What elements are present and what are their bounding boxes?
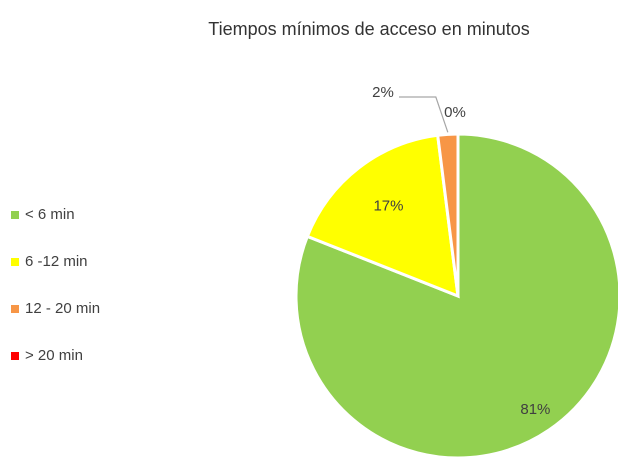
legend-label: > 20 min [25,347,83,364]
data-label: 2% [372,84,394,101]
legend-swatch [11,258,19,266]
legend-swatch [11,211,19,219]
legend-label: 6 -12 min [25,253,88,270]
data-label: 81% [520,401,550,418]
legend-label: 12 - 20 min [25,300,100,317]
legend-swatch [11,352,19,360]
leader-line [399,96,449,133]
data-label: 17% [373,197,403,214]
legend-swatch [11,305,19,313]
legend-label: < 6 min [25,206,75,223]
chart-title: Tiempos mínimos de acceso en minutos [208,19,529,39]
data-label: 0% [444,104,466,121]
pie-slice [305,133,460,299]
